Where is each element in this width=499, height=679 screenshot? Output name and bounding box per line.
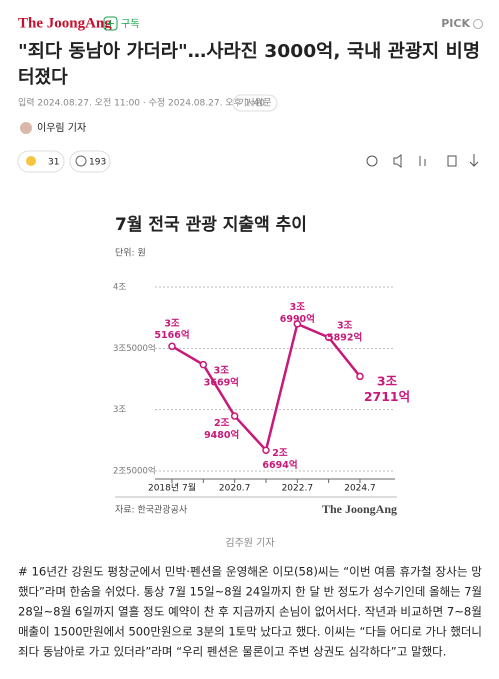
value-label-line: 2711억 — [364, 389, 410, 404]
value-label: 2조 6694억 — [262, 448, 297, 471]
pick[interactable]: PICK — [441, 17, 470, 30]
source: 자료: 한국관광공사 — [115, 504, 188, 516]
body-line: 했다”라며 한숨을 쉬었다. 통상 7월 15일~8월 24일까지 한 달 반 … — [18, 585, 482, 599]
x-tick-label: 2024.7 — [344, 484, 376, 494]
point — [262, 446, 270, 454]
value-label-line: 6990억 — [280, 312, 315, 324]
value-label-line: 2조 — [272, 448, 288, 459]
title: "죄다 동남아 가더라"…사라진 3000억, 국내 관광지 비명 — [18, 41, 480, 62]
value-label-line: 3조 — [377, 373, 398, 388]
avatar — [20, 122, 32, 134]
toolbar — [366, 154, 479, 168]
y-tick-label: 4조 — [113, 283, 126, 293]
value-label: 3조 5166억 — [154, 318, 189, 341]
like-button[interactable] — [17, 150, 65, 173]
logo[interactable]: The JoongAng — [18, 15, 112, 31]
body-line: 죄다 동남아로 가고 있더라”라며 “우리 펜션은 물론이고 주변 상권도 심각… — [18, 645, 446, 659]
body: # 16년간 강원도 평창군에서 민박·펜션을 운영해온 이모(58)씨는 “이… — [18, 565, 482, 659]
pick-icon[interactable] — [473, 19, 483, 29]
point — [230, 412, 239, 420]
y-tick-label: 2조5000억 — [113, 466, 156, 477]
x-tick-label: 2022.7 — [282, 484, 314, 494]
value-label-line: 6694억 — [262, 459, 297, 471]
point — [199, 360, 208, 369]
share-icon[interactable] — [447, 155, 457, 167]
value-label-line: 5166억 — [154, 329, 189, 341]
x-tick-label: 2020.7 — [219, 484, 251, 494]
body-line: 28일~8월 6일까지 열흘 정도 예약이 찬 후 지금까지 손님이 없어서다.… — [18, 605, 482, 619]
font-icon[interactable] — [419, 156, 426, 166]
value-label-line: 3조 — [164, 318, 180, 329]
byline[interactable]: 이우림 기자 — [37, 122, 86, 134]
value-label-line: 3조 — [290, 301, 306, 312]
chart-title: 7월 전국 관광 지출액 추이 — [115, 215, 307, 235]
audio-icon[interactable] — [366, 155, 378, 167]
body-line: 매출이 1500만원에서 500만원으로 3분의 1토막 났다고 했다. 이씨는… — [18, 625, 482, 639]
likes: 31 — [48, 158, 59, 168]
point — [168, 342, 176, 351]
value-label-line: 9480억 — [204, 428, 239, 440]
value-label: 3조 3669억 — [204, 365, 239, 388]
unit: 단위: 원 — [115, 248, 146, 259]
original-link[interactable]: 기사원문 — [238, 98, 271, 109]
value-label: 3조 6990억 — [280, 301, 315, 324]
print-icon[interactable] — [469, 154, 479, 167]
value-label-line: 5892억 — [327, 331, 362, 343]
emoji — [26, 156, 36, 166]
point — [324, 333, 333, 342]
photo-credit: 김주원 기자 — [225, 537, 274, 549]
chart-logo: The JoongAng — [322, 502, 397, 516]
y-tick-label: 3조 — [113, 405, 126, 415]
chart: 7월 전국 관광 지출액 추이 단위: 원 자료: 한국관광공사 The Joo… — [113, 215, 410, 516]
speaker-icon[interactable] — [393, 154, 402, 168]
body-line: # 16년간 강원도 평창군에서 민박·펜션을 운영해온 이모(58)씨는 “이… — [18, 565, 482, 579]
subscribe[interactable]: 구독 — [121, 18, 139, 30]
comment-button[interactable] — [69, 150, 111, 173]
point — [293, 320, 302, 328]
x-tick-label: 2018년 7월 — [148, 482, 196, 494]
line — [171, 322, 361, 453]
plus: + — [106, 17, 115, 30]
value-label: 3조 2711억 — [364, 373, 410, 404]
subscribe-icon[interactable] — [103, 16, 118, 31]
value-label-line: 2조 — [214, 418, 230, 429]
original-link-box[interactable] — [232, 94, 278, 112]
value-label-line: 3조 — [337, 320, 353, 331]
title: 터졌다 — [18, 67, 68, 88]
point — [356, 372, 364, 381]
y-tick-label: 3조5000억 — [113, 343, 156, 354]
comment-icon — [75, 155, 87, 167]
value-label: 3조 5892억 — [327, 320, 362, 343]
value-label: 2조 9480억 — [204, 418, 239, 441]
meta: 입력 2024.08.27. 오전 11:00 · 수정 2024.08.27.… — [18, 97, 265, 109]
value-label-line: 3조 — [214, 365, 230, 376]
value-label-line: 3669억 — [204, 376, 239, 388]
comments: 193 — [89, 158, 106, 168]
